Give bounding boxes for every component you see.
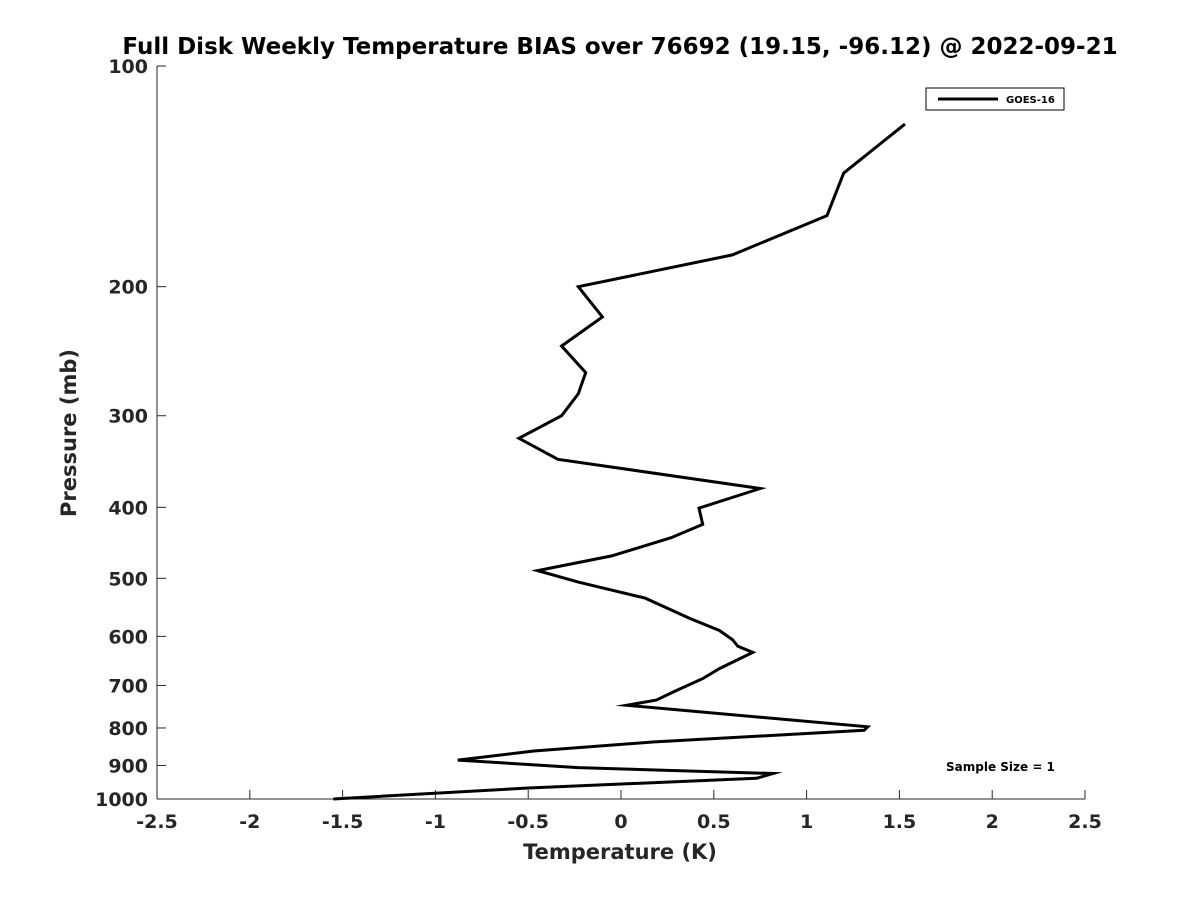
series-lines	[333, 122, 906, 801]
y-tick-label: 1000	[95, 789, 148, 811]
x-axis-ticks: -2.5 -2 -1.5 -1 -0.5 0 0.5 1 1.5 2 2.5	[136, 790, 1102, 833]
x-tick-label: 0.5	[697, 811, 731, 833]
x-tick-label: 1.5	[883, 811, 917, 833]
series-line-goes-16	[333, 122, 906, 801]
legend: GOES-16	[925, 87, 1065, 111]
y-tick-label: 500	[108, 568, 148, 590]
plot-axes	[156, 66, 1085, 800]
x-tick-label: 0	[614, 811, 627, 833]
y-tick-label: 900	[108, 755, 148, 777]
y-tick-label: 100	[108, 56, 148, 78]
x-tick-label: -1	[425, 811, 446, 833]
chart-title: Full Disk Weekly Temperature BIAS over 7…	[122, 34, 1117, 60]
x-tick-label: -2.5	[136, 811, 178, 833]
x-tick-label: -0.5	[507, 811, 549, 833]
x-tick-label: -1.5	[322, 811, 364, 833]
x-tick-label: 2	[986, 811, 999, 833]
y-tick-label: 300	[108, 406, 148, 428]
y-tick-label: 600	[108, 626, 148, 648]
x-tick-label: 1	[800, 811, 813, 833]
x-tick-label: -2	[239, 811, 260, 833]
x-axis-label: Temperature (K)	[523, 840, 717, 864]
y-tick-label: 400	[108, 497, 148, 519]
y-tick-label: 800	[108, 718, 148, 740]
x-tick-label: 2.5	[1068, 811, 1102, 833]
legend-label-goes-16: GOES-16	[1006, 95, 1055, 106]
y-tick-label: 200	[108, 277, 148, 299]
y-axis-ticks: 100 200 300 400 500 600 700 800 900 1000	[95, 56, 166, 811]
y-axis-label: Pressure (mb)	[57, 349, 81, 517]
y-tick-label: 700	[108, 675, 148, 697]
sample-size-annotation: Sample Size = 1	[946, 760, 1055, 774]
